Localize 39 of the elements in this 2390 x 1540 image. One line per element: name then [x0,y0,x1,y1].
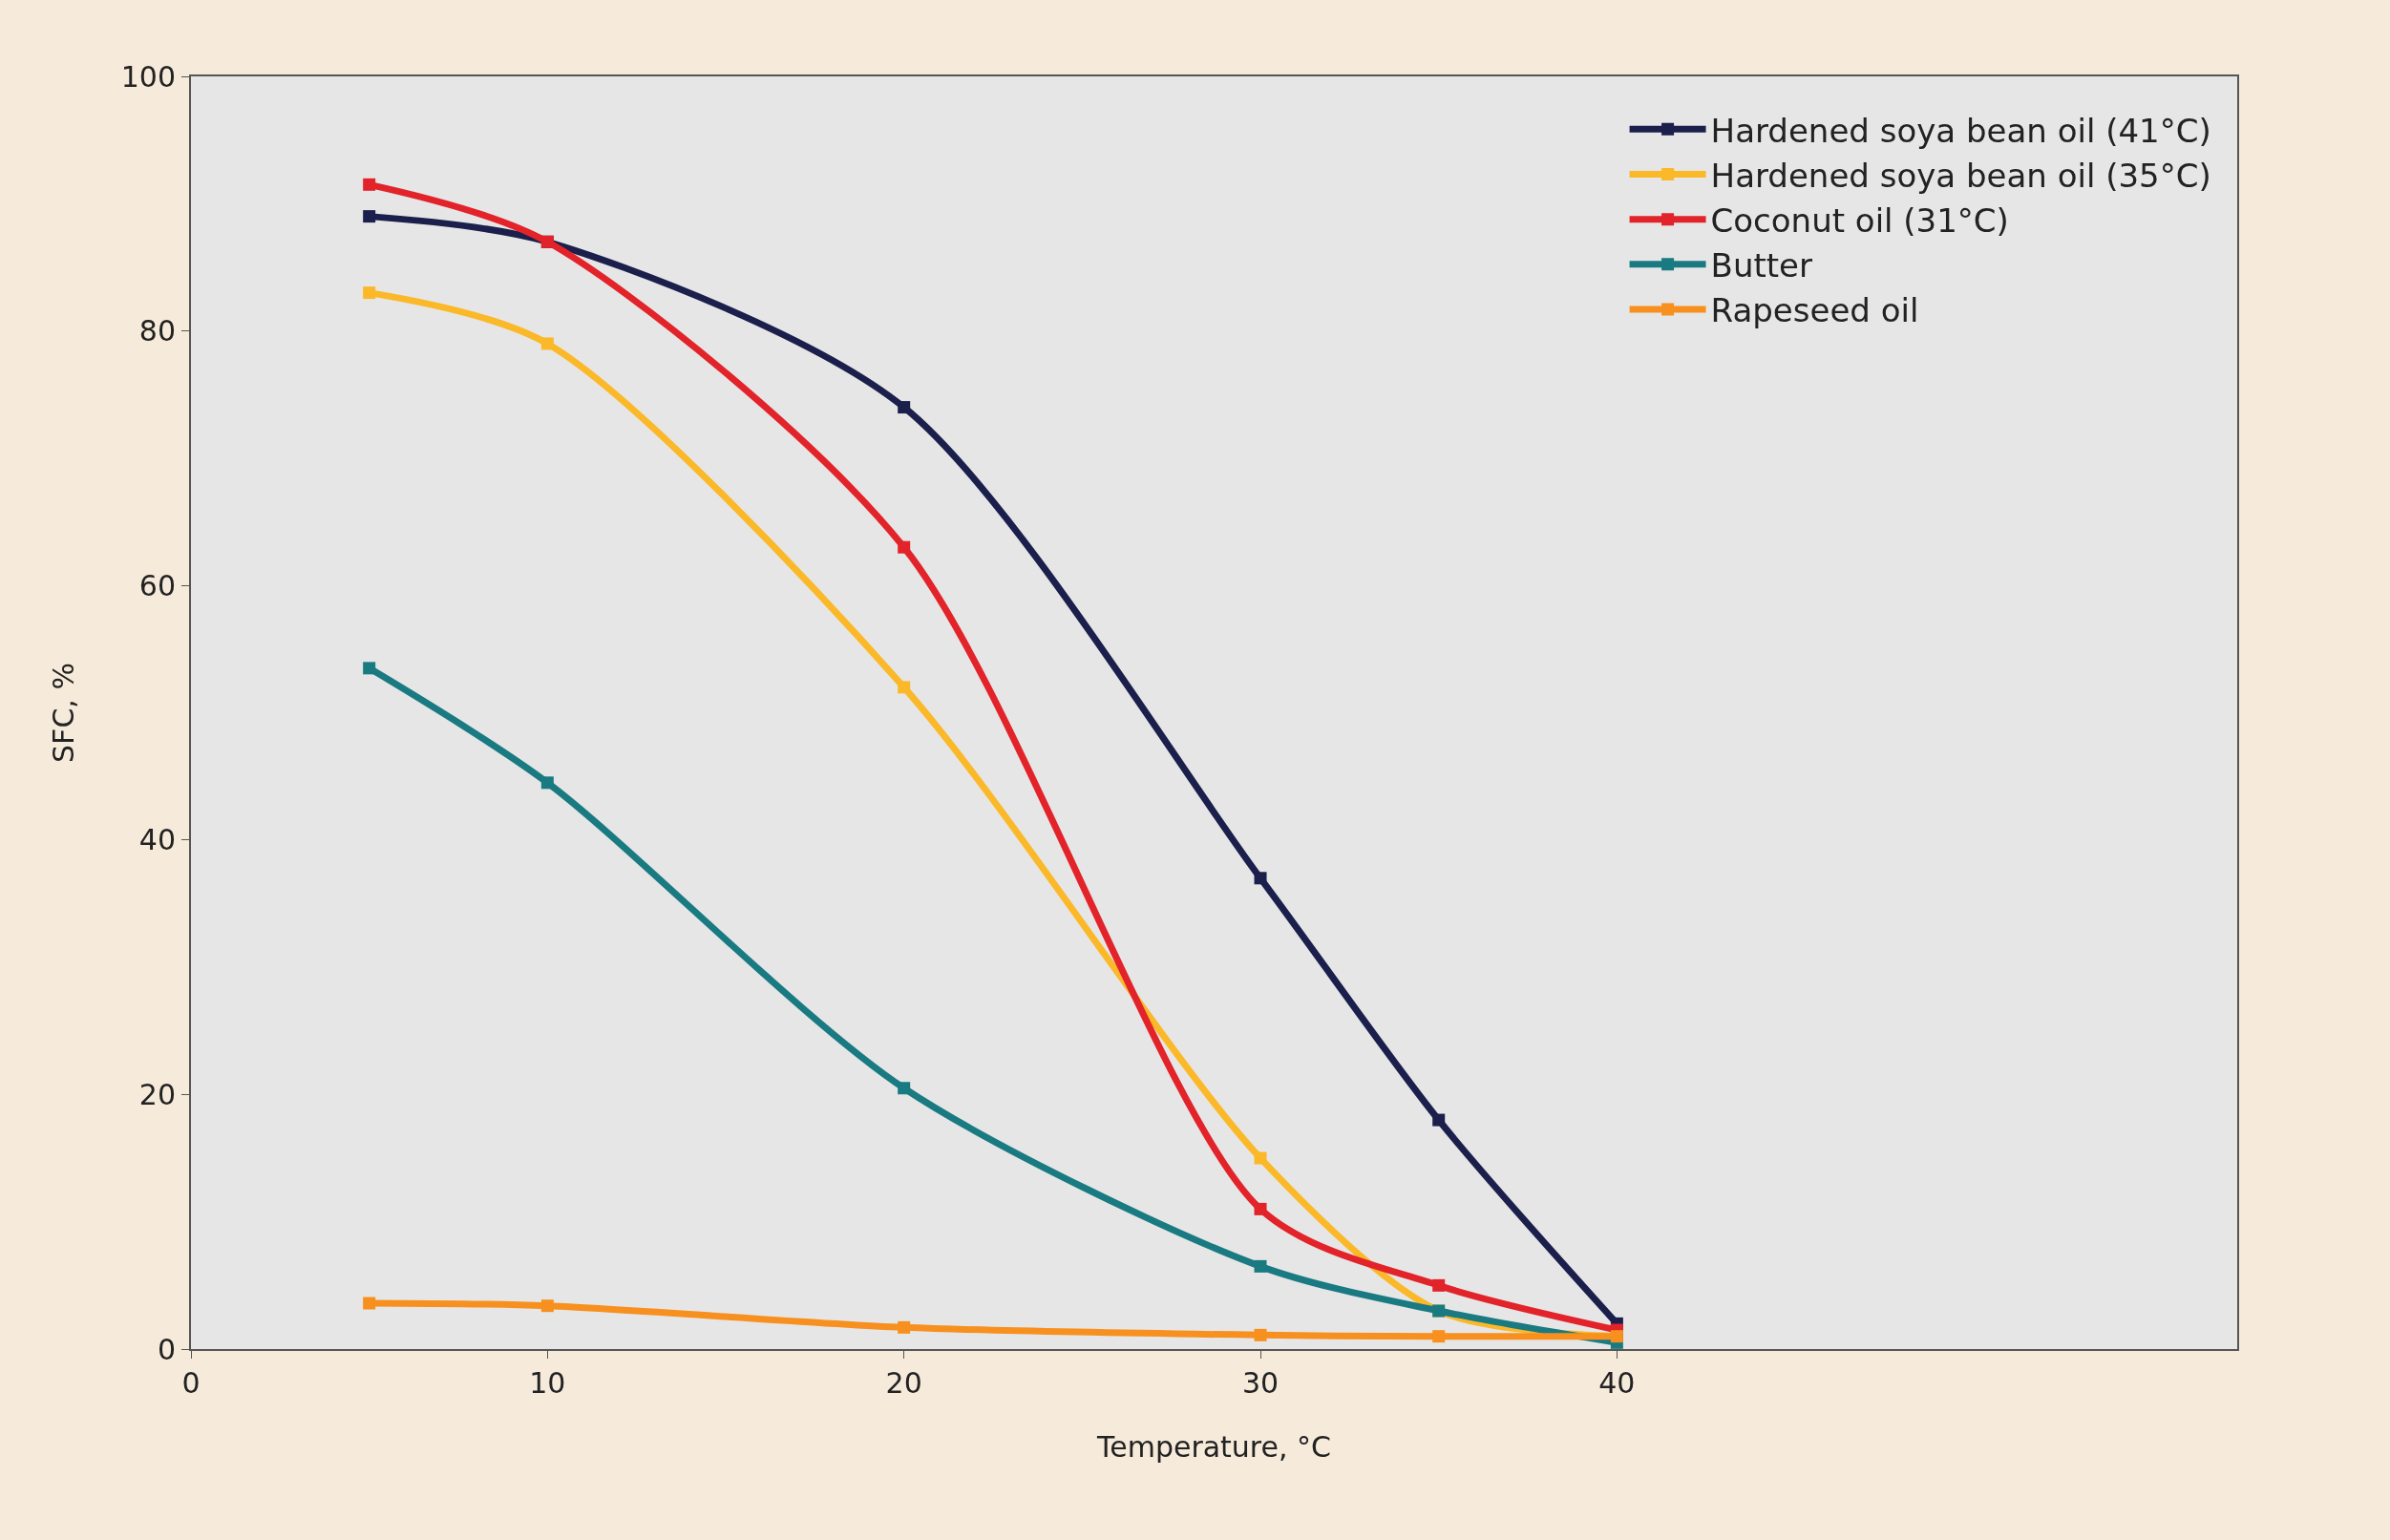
point [363,210,376,223]
point [1254,1151,1267,1165]
y-tick-label: 60 [138,568,176,602]
point [1432,1330,1446,1343]
y-tick-label: 100 [120,59,176,94]
point [1254,1259,1267,1273]
point [1432,1113,1446,1127]
point [363,662,376,675]
x-tick-label: 30 [1241,1366,1280,1400]
y-tick-label: 40 [138,823,176,857]
y-tick-label: 0 [157,1332,176,1366]
point [363,286,376,300]
y-tick-label: 20 [138,1077,176,1111]
point [363,178,376,191]
point [540,337,554,350]
point [898,401,911,414]
point [1432,1278,1446,1292]
point [540,776,554,790]
x-tick-label: 20 [885,1366,922,1400]
point [1254,1202,1267,1215]
legend-label: Butter [1710,246,1813,285]
point [1254,872,1267,885]
legend-label: Hardened soya bean oil (35°C) [1710,156,2211,195]
point [540,1299,554,1313]
point [363,1297,376,1310]
legend-label: Hardened soya bean oil (41°C) [1710,111,2211,150]
point [898,1082,911,1095]
x-axis-title: Temperature, °C [1095,1430,1332,1464]
x-tick-label: 10 [529,1366,566,1400]
x-tick-label: 40 [1598,1366,1636,1400]
point [898,1320,911,1334]
y-axis-title: SFC, % [47,663,81,763]
legend-label: Rapeseed oil [1710,291,1919,330]
y-tick-label: 80 [138,314,176,348]
point [1254,1328,1267,1341]
legend-label: Coconut oil (31°C) [1710,200,2009,240]
point [898,540,911,554]
x-tick-label: 0 [181,1366,201,1400]
point [898,681,911,694]
